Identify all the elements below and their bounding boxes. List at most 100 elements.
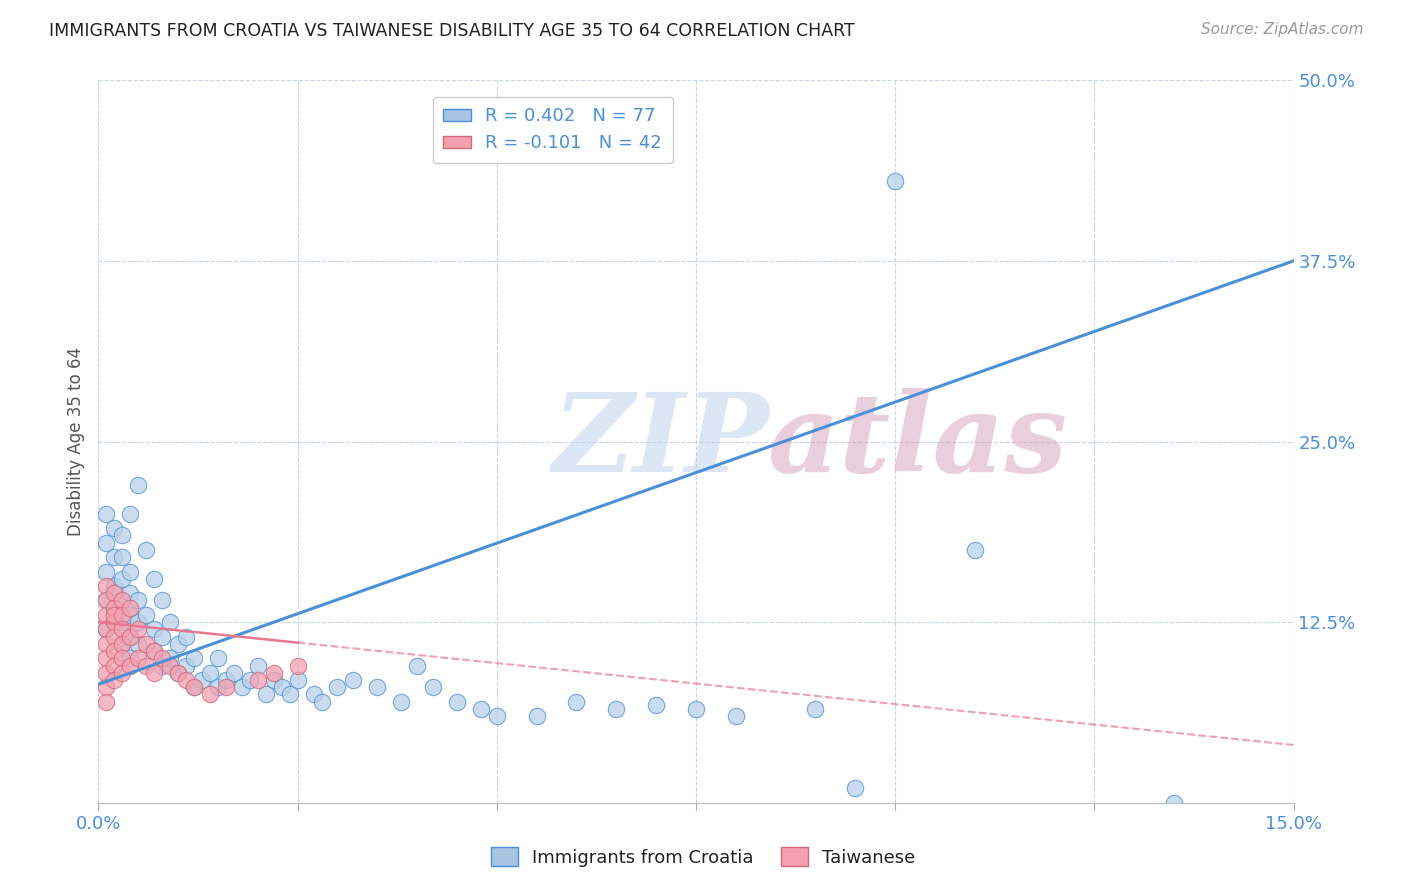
Point: [645, 698, 668, 712]
Point: [103, 607, 125, 622]
Y-axis label: Disability Age 35 to 64: Disability Age 35 to 64: [66, 347, 84, 536]
Point: [96, 665, 118, 680]
Text: atlas: atlas: [768, 388, 1069, 495]
Point: [150, 651, 173, 665]
Point: [446, 695, 468, 709]
Point: [143, 623, 166, 637]
Point: [96, 623, 118, 637]
Point: [111, 637, 134, 651]
Point: [135, 637, 157, 651]
Point: [215, 680, 238, 694]
Point: [120, 630, 142, 644]
Point: [884, 174, 907, 188]
Point: [844, 781, 866, 796]
Point: [135, 658, 157, 673]
Point: [111, 593, 134, 607]
Point: [120, 658, 142, 673]
Text: IMMIGRANTS FROM CROATIA VS TAIWANESE DISABILITY AGE 35 TO 64 CORRELATION CHART: IMMIGRANTS FROM CROATIA VS TAIWANESE DIS…: [49, 22, 855, 40]
Point: [111, 607, 134, 622]
Point: [150, 630, 173, 644]
Point: [231, 680, 253, 694]
Point: [565, 695, 588, 709]
Point: [287, 673, 309, 687]
Point: [120, 630, 142, 644]
Point: [96, 507, 118, 521]
Legend: Immigrants from Croatia, Taiwanese: Immigrants from Croatia, Taiwanese: [484, 840, 922, 874]
Point: [278, 687, 301, 701]
Point: [302, 687, 325, 701]
Point: [103, 579, 125, 593]
Point: [366, 680, 388, 694]
Point: [150, 658, 173, 673]
Point: [406, 658, 429, 673]
Point: [198, 665, 221, 680]
Point: [96, 651, 118, 665]
Point: [326, 680, 349, 694]
Point: [111, 572, 134, 586]
Point: [135, 542, 157, 557]
Point: [127, 637, 149, 651]
Point: [389, 695, 412, 709]
Point: [963, 542, 986, 557]
Point: [120, 651, 142, 665]
Point: [111, 651, 134, 665]
Point: [103, 550, 125, 565]
Point: [150, 593, 173, 607]
Point: [111, 528, 134, 542]
Point: [159, 658, 181, 673]
Point: [422, 680, 444, 694]
Point: [96, 695, 118, 709]
Point: [111, 550, 134, 565]
Point: [127, 623, 149, 637]
Point: [103, 658, 125, 673]
Point: [485, 709, 508, 723]
Point: [111, 623, 134, 637]
Point: [143, 572, 166, 586]
Point: [111, 637, 134, 651]
Point: [174, 630, 197, 644]
Point: [96, 607, 118, 622]
Point: [263, 673, 285, 687]
Point: [1163, 796, 1185, 810]
Point: [143, 665, 166, 680]
Point: [103, 673, 125, 687]
Point: [239, 673, 262, 687]
Point: [207, 680, 229, 694]
Point: [183, 651, 205, 665]
Point: [127, 478, 149, 492]
Point: [254, 687, 277, 701]
Point: [167, 665, 190, 680]
Legend: R = 0.402   N = 77, R = -0.101   N = 42: R = 0.402 N = 77, R = -0.101 N = 42: [433, 96, 672, 163]
Point: [96, 623, 118, 637]
Point: [103, 521, 125, 535]
Point: [103, 600, 125, 615]
Point: [135, 607, 157, 622]
Point: [183, 680, 205, 694]
Point: [198, 687, 221, 701]
Point: [103, 615, 125, 630]
Point: [143, 644, 166, 658]
Point: [804, 702, 827, 716]
Point: [174, 673, 197, 687]
Point: [120, 607, 142, 622]
Point: [342, 673, 364, 687]
Point: [96, 579, 118, 593]
Point: [103, 607, 125, 622]
Point: [103, 630, 125, 644]
Point: [174, 658, 197, 673]
Point: [167, 665, 190, 680]
Point: [270, 680, 292, 694]
Point: [120, 565, 142, 579]
Point: [120, 586, 142, 600]
Point: [207, 651, 229, 665]
Point: [311, 695, 333, 709]
Text: ZIP: ZIP: [553, 388, 769, 495]
Point: [127, 593, 149, 607]
Point: [96, 565, 118, 579]
Point: [96, 593, 118, 607]
Point: [191, 673, 214, 687]
Point: [103, 644, 125, 658]
Text: Source: ZipAtlas.com: Source: ZipAtlas.com: [1201, 22, 1364, 37]
Point: [183, 680, 205, 694]
Point: [246, 658, 269, 673]
